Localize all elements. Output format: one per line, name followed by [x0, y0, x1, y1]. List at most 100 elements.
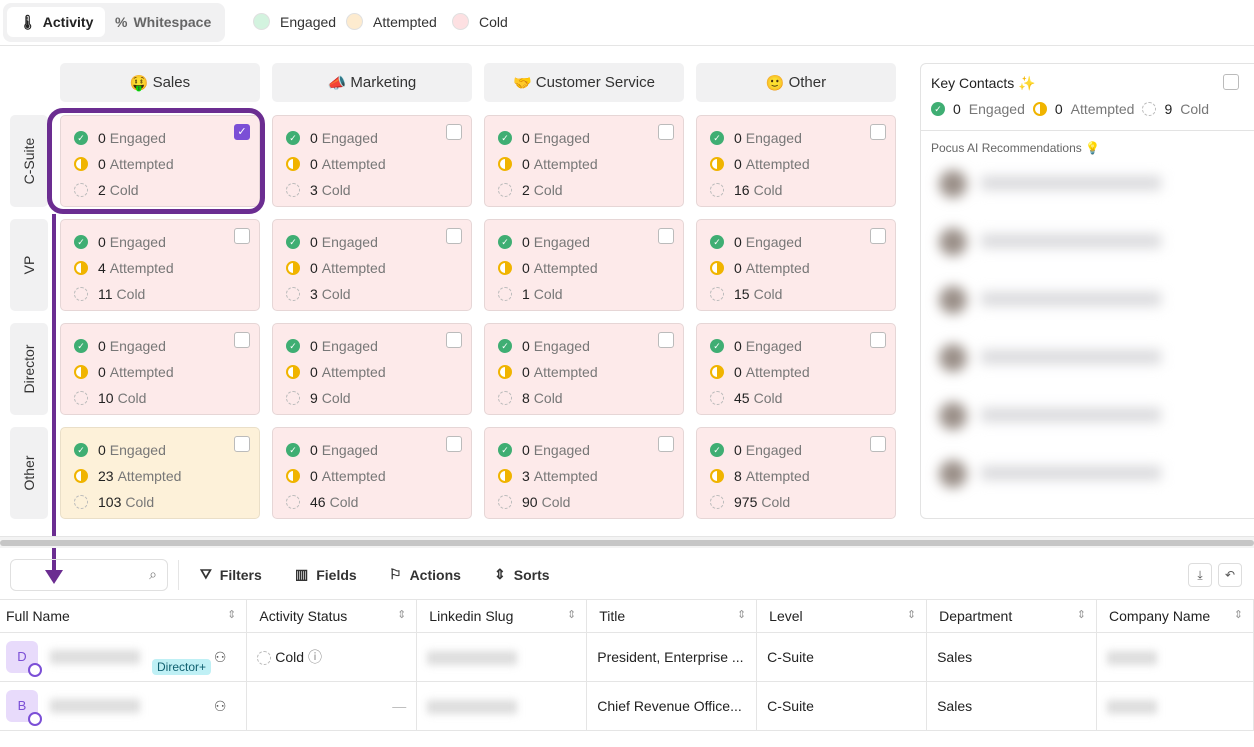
ai-recommendations-label: Pocus AI Recommendations 💡 [921, 130, 1254, 165]
undo-button[interactable]: ↶ [1218, 563, 1242, 587]
matrix-cell[interactable]: ✓ 0 Engaged 0 Attempted 45 Cold [696, 323, 896, 415]
table-row[interactable]: B ⚇ — Chief Revenue Office... C-Suite Sal… [0, 681, 1254, 731]
tab-activity[interactable]: 🌡 Activity [7, 7, 106, 37]
search-input[interactable]: ⌕ [10, 559, 168, 591]
contacts-table: Full Name ⇕ Activity Status ⇕ Linkedin Slu… [0, 599, 1254, 731]
sorts-button[interactable]: ⇕ Sorts [494, 566, 550, 583]
matrix-cell[interactable]: ✓ 0 Engaged 3 Attempted 90 Cold [484, 427, 684, 519]
actions-button[interactable]: ⚐ Actions [389, 566, 461, 583]
header-full-name[interactable]: Full Name ⇕ [0, 599, 248, 633]
highlight-annotation [47, 108, 265, 214]
column-header-other[interactable]: 🙂 Other [696, 63, 896, 102]
matrix-cell[interactable]: ✓ 0 Engaged 0 Attempted 3 Cold [272, 219, 472, 311]
cell-checkbox[interactable] [234, 228, 250, 244]
row-header-other[interactable]: Other [10, 427, 48, 519]
percent-icon: % [115, 14, 128, 30]
recommendation-item[interactable] [931, 338, 1231, 378]
engaged-icon: ✓ [710, 443, 724, 457]
columns-icon: ▥ [295, 566, 309, 582]
cell-checkbox[interactable] [658, 124, 674, 140]
header-company-name[interactable]: Company Name ⇕ [1096, 599, 1254, 633]
attempted-icon [498, 261, 512, 275]
cold-icon [74, 495, 88, 509]
recommendation-item[interactable] [931, 454, 1231, 494]
attempted-icon [74, 157, 88, 171]
fields-button[interactable]: ▥ Fields [295, 566, 357, 583]
matrix-cell[interactable]: ✓ 0 Engaged 0 Attempted 15 Cold [696, 219, 896, 311]
matrix-cell[interactable]: ✓ 0 Engaged 0 Attempted 10 Cold [60, 323, 260, 415]
download-button[interactable]: ⤓ [1188, 563, 1212, 587]
cold-icon [1142, 102, 1157, 116]
matrix-cell[interactable]: ✓ 0 Engaged 0 Attempted 46 Cold [272, 427, 472, 519]
key-contacts-stats: ✓ 0 Engaged 0 Attempted 9 Cold [931, 101, 1209, 117]
header-linkedin-slug[interactable]: Linkedin Slug ⇕ [416, 599, 588, 633]
filters-button[interactable]: ⛛ Filters [200, 566, 262, 583]
header-title[interactable]: Title ⇕ [586, 599, 758, 633]
cell-checkbox[interactable] [234, 332, 250, 348]
cell-checkbox[interactable] [870, 436, 886, 452]
attempted-icon [498, 365, 512, 379]
cell-checkbox[interactable] [234, 436, 250, 452]
cell-checkbox[interactable] [658, 228, 674, 244]
row-header-vp[interactable]: VP [10, 219, 48, 311]
cell-checkbox[interactable] [870, 124, 886, 140]
matrix-cell[interactable]: ✓ 0 Engaged 0 Attempted 3 Cold [272, 115, 472, 207]
matrix-cell[interactable]: ✓ 0 Engaged 0 Attempted 9 Cold [272, 323, 472, 415]
cell-checkbox[interactable] [870, 228, 886, 244]
table-row[interactable]: D Director+ ⚇ Cold ⓘ President, Enterprise… [0, 632, 1254, 682]
cell-checkbox[interactable]: ✓ [234, 124, 250, 140]
key-contacts-checkbox[interactable] [1223, 74, 1239, 90]
attempted-icon [74, 261, 88, 275]
cell-checkbox[interactable] [446, 436, 462, 452]
cell-checkbox[interactable] [658, 436, 674, 452]
recommendation-item[interactable] [931, 280, 1231, 320]
cold-icon [710, 287, 724, 301]
matrix-cell[interactable]: ✓ 0 Engaged 0 Attempted 1 Cold [484, 219, 684, 311]
matrix-cell[interactable]: ✓ 0 Engaged 0 Attempted 8 Cold [484, 323, 684, 415]
matrix-cell[interactable]: ✓ 0 Engaged 8 Attempted 975 Cold [696, 427, 896, 519]
column-header-customer-service[interactable]: 🤝 Customer Service [484, 63, 684, 102]
header-department[interactable]: Department ⇕ [926, 599, 1098, 633]
horizontal-scrollbar[interactable] [0, 536, 1254, 548]
filter-icon: ⛛ [200, 566, 212, 582]
legend-cold: Cold [452, 13, 508, 30]
cell-checkbox[interactable] [658, 332, 674, 348]
engaged-icon: ✓ [74, 131, 88, 145]
matrix-cell[interactable]: ✓ 0 Engaged 0 Attempted 2 Cold [484, 115, 684, 207]
arrow-head [45, 570, 63, 584]
column-header-marketing[interactable]: 📣 Marketing [272, 63, 472, 102]
matrix-cell[interactable]: ✓ 0 Engaged 4 Attempted 11 Cold [60, 219, 260, 311]
avatar: D [6, 641, 42, 677]
recommendation-item[interactable] [931, 396, 1231, 436]
matrix-cell[interactable]: ✓ 0 Engaged 23 Attempted 103 Cold [60, 427, 260, 519]
attempted-icon [498, 469, 512, 483]
recommendation-item[interactable] [931, 164, 1231, 204]
cold-icon [710, 183, 724, 197]
attempted-icon [1032, 102, 1047, 116]
matrix-cell[interactable]: ✓ 0 Engaged 0 Attempted 16 Cold [696, 115, 896, 207]
engaged-icon: ✓ [286, 443, 300, 457]
cell-checkbox[interactable] [870, 332, 886, 348]
key-contacts-title: Key Contacts ✨ [931, 75, 1036, 91]
cold-icon [74, 287, 88, 301]
recommendation-item[interactable] [931, 222, 1231, 262]
tab-whitespace[interactable]: % Whitespace [115, 14, 212, 30]
flag-icon: ⚐ [389, 566, 402, 582]
attempted-icon [286, 261, 300, 275]
row-header-c-suite[interactable]: C-Suite [10, 115, 48, 207]
matrix-cell[interactable]: ✓ ✓ 0 Engaged 0 Attempted 2 Cold [60, 115, 260, 207]
row-header-director[interactable]: Director [10, 323, 48, 415]
engaged-icon: ✓ [286, 131, 300, 145]
attempted-icon [286, 157, 300, 171]
header-activity-status[interactable]: Activity Status ⇕ [246, 599, 418, 633]
cell-checkbox[interactable] [446, 332, 462, 348]
engaged-icon: ✓ [710, 131, 724, 145]
header-level[interactable]: Level ⇕ [756, 599, 928, 633]
column-header-sales[interactable]: 🤑 Sales [60, 63, 260, 102]
sort-icon: ⇕ [494, 566, 506, 582]
engaged-icon: ✓ [74, 443, 88, 457]
cell-checkbox[interactable] [446, 124, 462, 140]
annotation-arrow [52, 214, 56, 574]
top-bar: 🌡 Activity % Whitespace Engaged Attempted … [0, 0, 1254, 46]
cell-checkbox[interactable] [446, 228, 462, 244]
